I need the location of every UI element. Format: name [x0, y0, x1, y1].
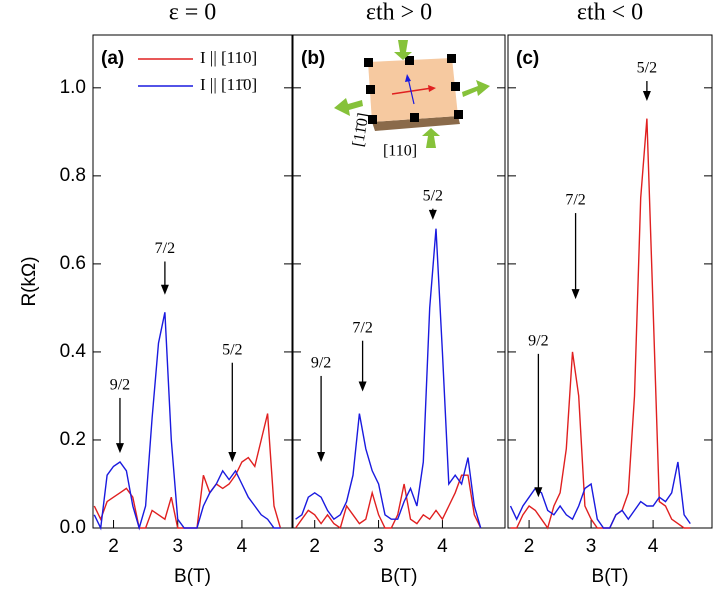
x-axis-label: B(T): [174, 566, 211, 587]
x-tick-label: 3: [586, 536, 597, 557]
y-axis-label: R(kΩ): [19, 256, 40, 306]
x-tick-label: 4: [648, 536, 659, 557]
data-line: [295, 228, 482, 529]
legend-label: I || [110]: [200, 48, 257, 67]
annotation: 9/2: [110, 377, 130, 394]
arrow-head: [428, 209, 437, 220]
data-line: [93, 413, 282, 529]
arrow-head: [160, 284, 169, 295]
annotation: 5/2: [637, 60, 657, 77]
x-tick-label: 3: [373, 536, 384, 557]
y-tick-label: 0.4: [60, 341, 87, 362]
legend-label: I || [11̄0]: [200, 75, 257, 94]
x-tick-label: 3: [172, 536, 183, 557]
y-tick-label: 1.0: [60, 77, 86, 98]
arrow-head: [571, 289, 580, 300]
data-line: [93, 312, 281, 531]
x-tick-label: 4: [437, 536, 448, 557]
annotation: 5/2: [423, 187, 443, 204]
plot-frame: [92, 34, 293, 529]
data-line: [510, 118, 691, 530]
annotation: 7/2: [352, 319, 372, 336]
panel-label: (c): [516, 48, 539, 69]
arrow-head: [534, 487, 543, 498]
panel-title: εth > 0: [366, 0, 432, 26]
x-tick-label: 2: [309, 536, 320, 557]
y-tick-label: 0.8: [60, 165, 86, 186]
annotation: 7/2: [155, 240, 175, 257]
annotation: 7/2: [565, 192, 585, 209]
data-line: [295, 474, 482, 530]
arrow-head: [642, 91, 651, 102]
panel-title: ε = 0: [169, 0, 217, 26]
inset-diagram: [334, 40, 490, 148]
panel-label: (b): [301, 48, 325, 69]
arrow-head: [228, 451, 237, 462]
annotation: 5/2: [222, 341, 242, 358]
arrow-head: [358, 381, 367, 392]
x-axis-label: B(T): [381, 566, 418, 587]
x-tick-label: 4: [237, 536, 248, 557]
panel-label: (a): [101, 48, 124, 69]
inset-label: [110]: [383, 143, 417, 160]
y-tick-label: 0.2: [60, 429, 86, 450]
x-tick-label: 2: [108, 536, 119, 557]
y-tick-label: 0.6: [60, 253, 86, 274]
panel-title: εth < 0: [577, 0, 643, 26]
plot-frame: [292, 34, 506, 529]
annotation: 9/2: [528, 333, 548, 350]
inset-label: [11̄0]: [350, 112, 373, 148]
arrow-head: [317, 451, 326, 462]
x-tick-label: 2: [524, 536, 535, 557]
y-tick-label: 0.0: [60, 517, 86, 538]
data-line: [509, 461, 691, 529]
x-axis-label: B(T): [592, 566, 629, 587]
arrow-head: [115, 443, 124, 454]
annotation: 9/2: [311, 355, 331, 372]
